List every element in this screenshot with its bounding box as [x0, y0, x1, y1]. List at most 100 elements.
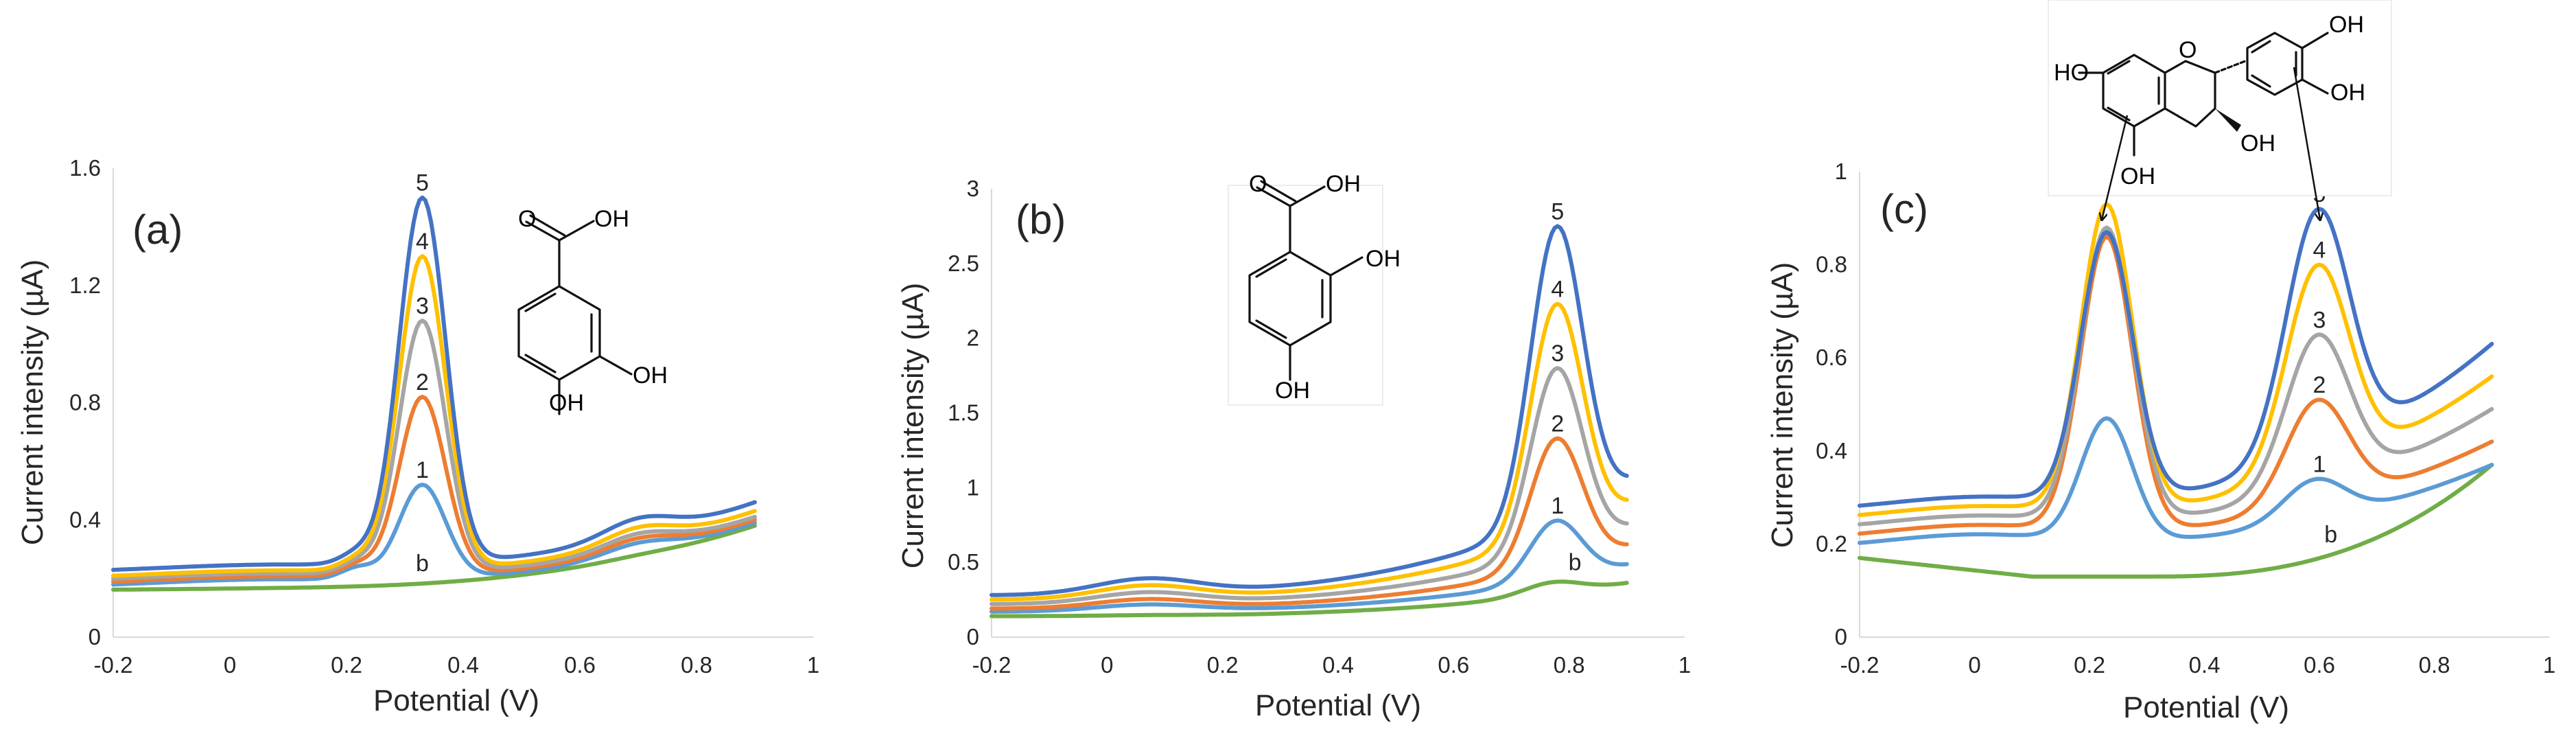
- x-tick-labels: -0.2 0 0.2 0.4 0.6 0.8 1: [94, 652, 820, 678]
- y-tick-label: 0.8: [1816, 252, 1847, 277]
- y-tick-label: 0.4: [69, 507, 101, 532]
- y-tick-label: 1.5: [948, 400, 979, 426]
- curve-label: 2: [2313, 372, 2326, 398]
- x-tick-label: 0.6: [1438, 652, 1469, 678]
- curve-labels: b 1 2 3 4 5: [1551, 198, 1581, 575]
- curve-label: 1: [416, 457, 429, 483]
- curve-label: 2: [1551, 411, 1564, 437]
- y-tick-label: 3: [967, 176, 979, 201]
- y-tick-label: 2.5: [948, 251, 979, 276]
- x-tick-label: 0.8: [1554, 652, 1585, 678]
- series-line-b: [1858, 463, 2494, 579]
- series-line-5: [990, 224, 1629, 597]
- curve-label: b: [2324, 522, 2337, 548]
- curve-labels: b 1 2 3 4 5: [416, 170, 429, 577]
- y-tick-label: 1: [1835, 159, 1847, 184]
- series-line-b: [990, 579, 1629, 619]
- x-axis-title: Potential (V): [373, 684, 539, 717]
- x-tick-label: 0.6: [2304, 652, 2335, 678]
- atom-label: O: [518, 206, 536, 232]
- x-axis-title: Potential (V): [2123, 691, 2289, 724]
- series-line-1: [990, 518, 1629, 614]
- x-tick-label: 1: [807, 652, 819, 678]
- series-line-b: [111, 523, 757, 592]
- curve-label: 3: [416, 293, 429, 319]
- series-line-4: [1858, 202, 2494, 518]
- atom-label: OH: [633, 362, 668, 389]
- curve-series: [1858, 202, 2494, 579]
- curve-label: 3: [2313, 307, 2326, 333]
- x-tick-label: 0.2: [1207, 652, 1239, 678]
- x-tick-label: -0.2: [972, 652, 1011, 678]
- series-line-2: [111, 395, 757, 584]
- y-axis-title: Current intensity (µA): [16, 260, 49, 546]
- molecule-panel-background: [1228, 185, 1383, 406]
- arrow-to-second-peak: [2293, 67, 2320, 220]
- series-line-5: [1858, 207, 2494, 508]
- series-line-1: [1858, 416, 2494, 545]
- x-tick-label: 0.4: [1322, 652, 1354, 678]
- y-tick-label: 0: [967, 624, 979, 649]
- y-tick-label: 2: [967, 325, 979, 351]
- x-tick-label: 0.4: [2189, 652, 2221, 678]
- x-tick-label: -0.2: [1840, 652, 1880, 678]
- x-tick-label: 1: [2543, 652, 2555, 678]
- curve-label: 5: [416, 170, 429, 196]
- curve-label: 1: [2313, 451, 2326, 477]
- atom-label: OH: [549, 390, 584, 416]
- chart-panel-a: 00.40.81.21.6 -0.2 0 0.2 0.4 0.6 0.8 1 b12345 …: [16, 155, 819, 717]
- x-tick-label: 1: [1678, 652, 1691, 678]
- x-tick-label: 0: [224, 652, 236, 678]
- x-tick-label: 0: [1968, 652, 1980, 678]
- x-tick-labels: -0.2 0 0.2 0.4 0.6 0.8 1: [972, 652, 1691, 678]
- x-tick-label: 0.8: [2419, 652, 2450, 678]
- atom-label: OH: [2329, 12, 2364, 38]
- y-tick-labels: 0 0.2 0.4 0.6 0.8 1: [1816, 159, 1847, 649]
- atom-label: OH: [1275, 378, 1310, 404]
- atom-label: OH: [2240, 130, 2275, 157]
- molecule-structure-c: [2078, 32, 2329, 157]
- molecule-panel-background: [2048, 0, 2392, 196]
- curve-label: 5: [1551, 198, 1564, 224]
- y-tick-label: 1.2: [69, 273, 101, 298]
- chart-panel-b: 00.511.522.53 -0.2 0 0.2 0.4 0.6 0.8 1 b12345 …: [896, 171, 1691, 722]
- curve-label: 4: [2313, 238, 2326, 264]
- y-tick-label: 0.6: [1816, 345, 1847, 370]
- y-tick-label: 0.5: [948, 549, 979, 575]
- atom-label: OH: [2120, 163, 2155, 189]
- curve-label: 4: [416, 229, 429, 255]
- molecule-structure-a: [517, 214, 633, 415]
- y-tick-labels: 0 0.5 1 1.5 2 2.5 3: [948, 176, 979, 649]
- molecule-structure-b: [1248, 180, 1363, 381]
- panel-label: (b): [1016, 196, 1066, 242]
- x-tick-label: 0.2: [331, 652, 362, 678]
- y-tick-label: 0.2: [1816, 531, 1847, 556]
- curve-label: b: [1569, 549, 1582, 575]
- series-line-1: [111, 483, 757, 587]
- series-line-4: [990, 301, 1629, 602]
- atom-label: HO: [2054, 60, 2089, 86]
- y-tick-label: 1.6: [69, 155, 101, 181]
- arrow-to-first-peak: [2102, 115, 2129, 220]
- curve-label: 2: [416, 369, 429, 395]
- panel-label: (a): [132, 207, 183, 253]
- y-tick-label: 1: [967, 474, 979, 500]
- series-line-3: [990, 366, 1629, 606]
- x-tick-label: -0.2: [94, 652, 133, 678]
- curve-label: 4: [1551, 277, 1564, 303]
- series-line-4: [111, 254, 757, 578]
- y-tick-label: 0.4: [1816, 438, 1847, 463]
- curve-series: [990, 224, 1629, 619]
- x-tick-labels: -0.2 0 0.2 0.4 0.6 0.8 1: [1840, 652, 2556, 678]
- y-tick-label: 0.8: [69, 390, 101, 415]
- x-tick-label: 0.4: [447, 652, 479, 678]
- curve-label: b: [416, 551, 429, 577]
- y-tick-label: 0: [1835, 624, 1847, 649]
- curve-label: 3: [1551, 341, 1564, 367]
- chart-panel-c: 00.20.40.60.81 -0.200.20.40.60.81 b12345…: [1766, 0, 2555, 724]
- x-tick-label: 0: [1101, 652, 1113, 678]
- x-tick-label: 0.6: [564, 652, 596, 678]
- x-axis-title: Potential (V): [1255, 689, 1421, 722]
- y-tick-label: 0: [89, 624, 101, 649]
